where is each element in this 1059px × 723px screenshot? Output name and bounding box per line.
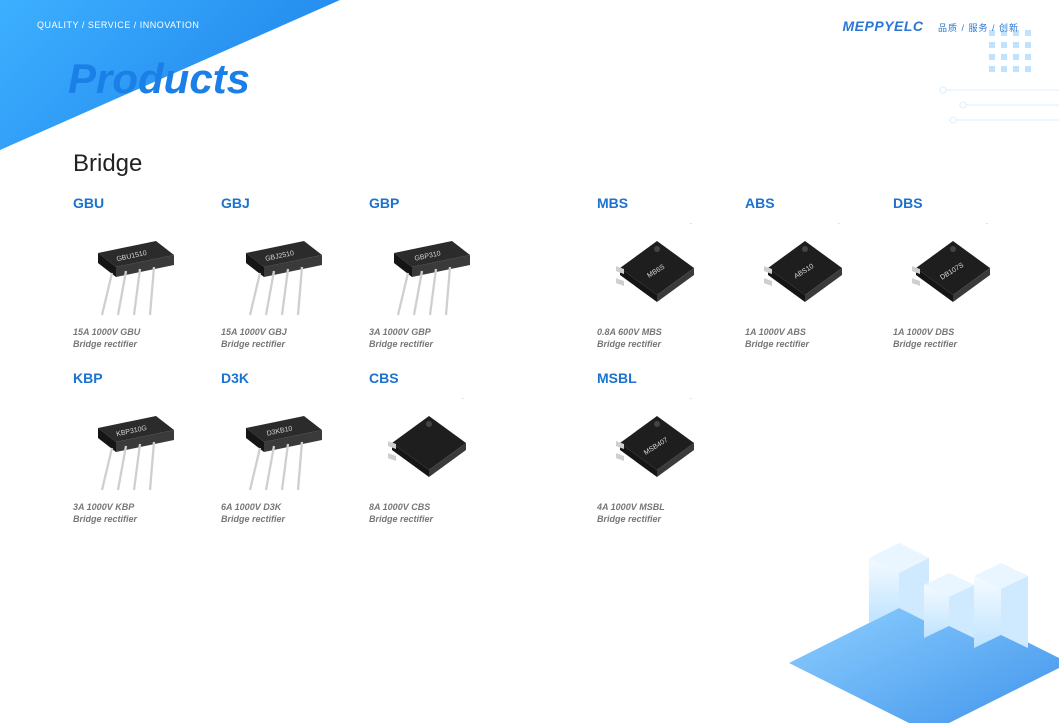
product-spec: 1A 1000V ABSBridge rectifier (745, 326, 893, 350)
product-family-label: GBJ (221, 195, 369, 211)
grid-spacer (517, 370, 597, 525)
product-family-label: DBS (893, 195, 1041, 211)
product-spec: 1A 1000V DBSBridge rectifier (893, 326, 1041, 350)
product-image: MSB407 (597, 398, 717, 493)
product-spec: 4A 1000V MSBLBridge rectifier (597, 501, 745, 525)
grid-spacer (517, 195, 597, 350)
product-family-label: GBP (369, 195, 517, 211)
product-family-label: CBS (369, 370, 517, 386)
product-image: GBU1510 (73, 223, 193, 318)
product-kbp: KBP KBP310G 3A 1000V KBPBridge rectifier (73, 370, 221, 525)
product-abs: ABS ABS10 1A 1000V ABSBridge rectifier (745, 195, 893, 350)
product-spec: 3A 1000V GBPBridge rectifier (369, 326, 517, 350)
tagline: QUALITY / SERVICE / INNOVATION (37, 20, 199, 30)
product-gbp: GBP GBP310 3A 1000V GBPBridge rectifier (369, 195, 517, 350)
product-spec: 8A 1000V CBSBridge rectifier (369, 501, 517, 525)
product-image: ABS10 (745, 223, 865, 318)
product-gbj: GBJ GBJ2510 15A 1000V GBJBridge rectifie… (221, 195, 369, 350)
product-image (369, 398, 489, 493)
product-image: KBP310G (73, 398, 193, 493)
product-grid: GBU GBU1510 15A 1000V GBUBridge rectifie… (73, 195, 1019, 526)
section-title: Bridge (73, 150, 142, 178)
product-spec: 15A 1000V GBJBridge rectifier (221, 326, 369, 350)
product-family-label: KBP (73, 370, 221, 386)
product-spec: 0.8A 600V MBSBridge rectifier (597, 326, 745, 350)
product-image: D3KB10 (221, 398, 341, 493)
product-msbl: MSBL MSB407 4A 1000V MSBLBridge rectifie… (597, 370, 745, 525)
product-family-label: ABS (745, 195, 893, 211)
product-image: MB6S (597, 223, 717, 318)
logo-text: MEPPYELC (843, 18, 924, 34)
product-family-label: MBS (597, 195, 745, 211)
product-family-label: GBU (73, 195, 221, 211)
product-family-label: MSBL (597, 370, 745, 386)
logo-block: MEPPYELC 品质 / 服务 / 创新 (843, 18, 1019, 36)
product-image: DB107S (893, 223, 1013, 318)
page-title: Products (68, 55, 250, 103)
product-mbs: MBS MB6S 0.8A 600V MBSBridge rectifier (597, 195, 745, 350)
product-image: GBJ2510 (221, 223, 341, 318)
bg-dot-grid-top-right (989, 30, 1039, 85)
product-spec: 6A 1000V D3KBridge rectifier (221, 501, 369, 525)
product-spec: 15A 1000V GBUBridge rectifier (73, 326, 221, 350)
product-cbs: CBS 8A 1000V CBSBridge rectifier (369, 370, 517, 525)
product-gbu: GBU GBU1510 15A 1000V GBUBridge rectifie… (73, 195, 221, 350)
product-spec: 3A 1000V KBPBridge rectifier (73, 501, 221, 525)
logo-subtitle: 品质 / 服务 / 创新 (938, 21, 1019, 34)
product-family-label: D3K (221, 370, 369, 386)
product-dbs: DBS DB107S 1A 1000V DBSBridge rectifier (893, 195, 1041, 350)
product-image: GBP310 (369, 223, 489, 318)
bg-circuit-lines (939, 80, 1059, 145)
product-d3k: D3K D3KB10 6A 1000V D3KBridge rectifier (221, 370, 369, 525)
